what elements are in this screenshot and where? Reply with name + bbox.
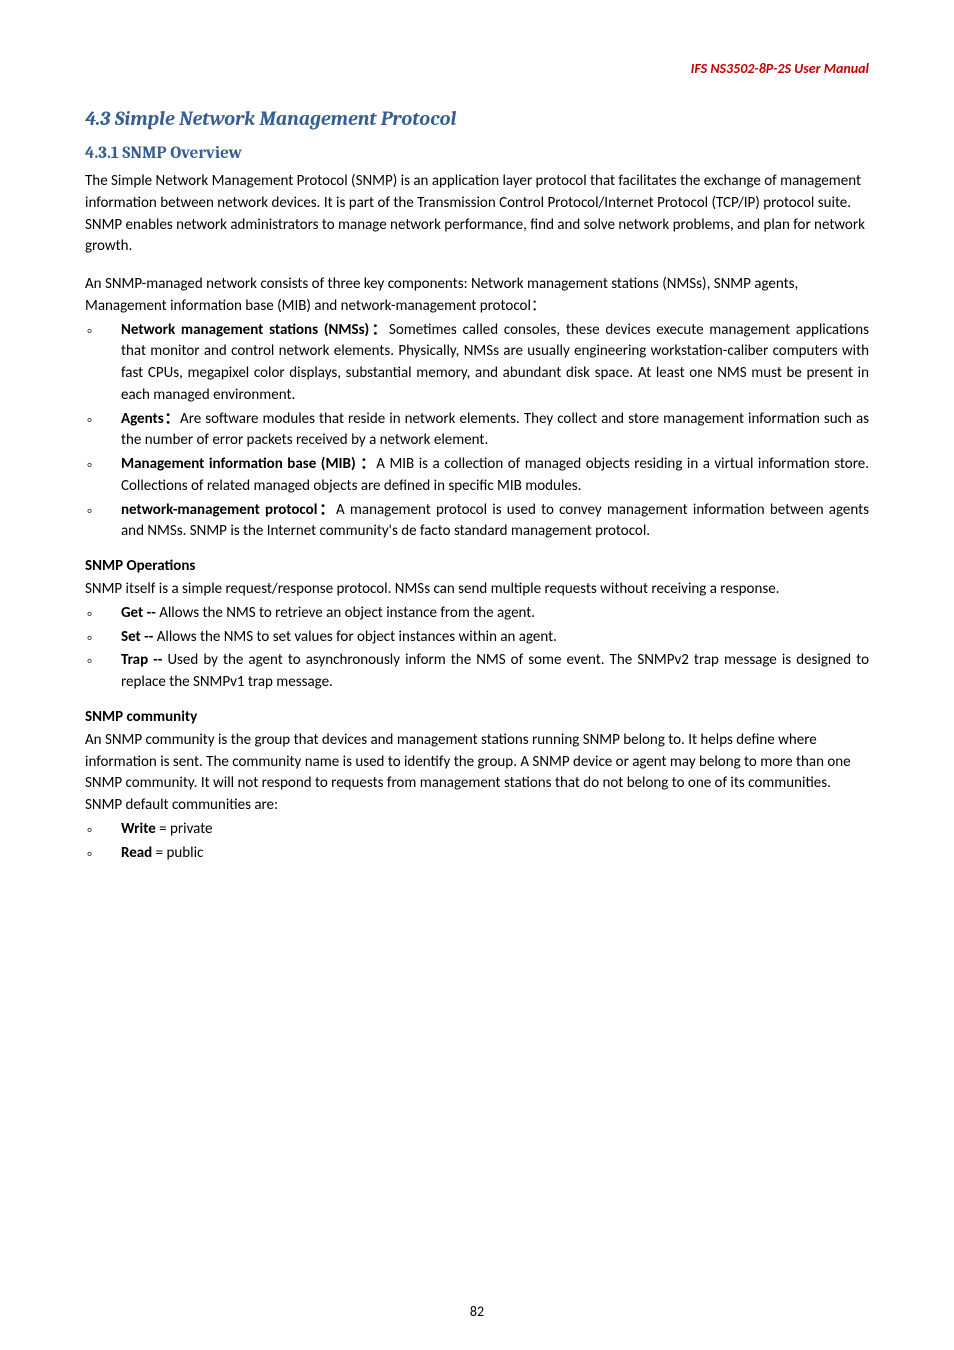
list-desc: = private [156, 820, 213, 838]
subsection-heading: 4.3.1 SNMP Overview [85, 144, 869, 163]
list-term: Agents： [121, 410, 180, 428]
list-term: Set -- [121, 628, 157, 646]
section-heading: 4.3 Simple Network Management Protocol [85, 107, 869, 130]
community-list: Write = private Read = public [85, 819, 869, 865]
list-desc: Used by the agent to asynchronously info… [121, 651, 869, 691]
list-item: Set -- Allows the NMS to set values for … [85, 627, 869, 649]
intro-paragraph-2: An SNMP-managed network consists of thre… [85, 274, 869, 318]
list-desc: Are software modules that reside in netw… [121, 410, 869, 450]
list-item: network-management protocol：A management… [85, 500, 869, 544]
list-item: Get -- Allows the NMS to retrieve an obj… [85, 603, 869, 625]
running-header: IFS NS3502-8P-2S User Manual [85, 60, 869, 77]
list-term: Management information base (MIB) ： [121, 455, 376, 473]
list-desc: = public [152, 844, 203, 862]
operations-heading: SNMP Operations [85, 557, 869, 575]
list-desc: Allows the NMS to set values for object … [157, 628, 557, 646]
operations-list: Get -- Allows the NMS to retrieve an obj… [85, 603, 869, 694]
page-number: 82 [0, 1303, 954, 1320]
community-heading: SNMP community [85, 708, 869, 726]
list-item: Network management stations (NMSs)：Somet… [85, 320, 869, 407]
list-item: Read = public [85, 843, 869, 865]
components-list: Network management stations (NMSs)：Somet… [85, 320, 869, 544]
community-intro: An SNMP community is the group that devi… [85, 730, 869, 817]
list-item: Management information base (MIB) ：A MIB… [85, 454, 869, 498]
document-page: IFS NS3502-8P-2S User Manual 4.3 Simple … [0, 0, 954, 1350]
list-term: Get -- [121, 604, 159, 622]
operations-intro: SNMP itself is a simple request/response… [85, 579, 869, 601]
list-item: Trap -- Used by the agent to asynchronou… [85, 650, 869, 694]
list-desc: Allows the NMS to retrieve an object ins… [159, 604, 535, 622]
list-term: Read [121, 844, 152, 862]
list-term: Write [121, 820, 156, 838]
list-item: Write = private [85, 819, 869, 841]
list-term: Trap -- [121, 651, 167, 669]
list-term: network-management protocol： [121, 501, 336, 519]
list-item: Agents：Are software modules that reside … [85, 409, 869, 453]
list-term: Network management stations (NMSs)： [121, 321, 389, 339]
intro-paragraph-1: The Simple Network Management Protocol (… [85, 171, 869, 258]
